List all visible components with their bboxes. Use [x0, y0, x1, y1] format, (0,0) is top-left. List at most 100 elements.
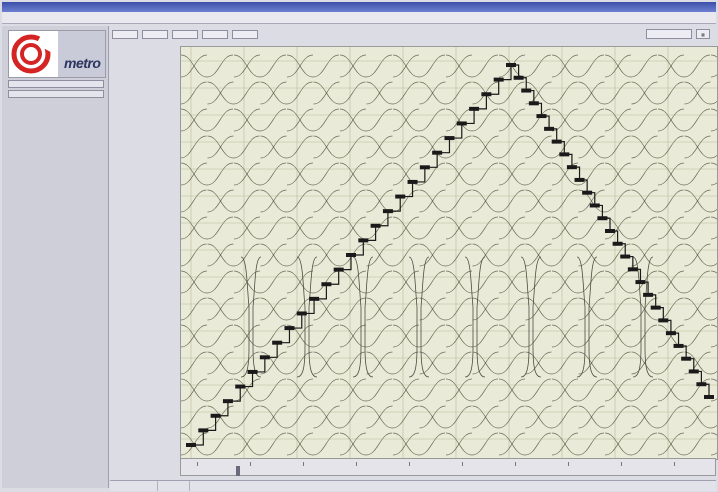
step-marker: [309, 296, 320, 301]
step-marker: [521, 88, 532, 93]
time-tick: [197, 462, 198, 466]
step-marker: [346, 253, 356, 257]
time-tick: [409, 462, 410, 466]
brand-name: metro: [64, 55, 101, 71]
step-marker: [620, 254, 631, 259]
waveform-trace: [154, 189, 718, 213]
pulse-trace: [520, 256, 530, 378]
pulse-trace: [576, 256, 586, 378]
time-tick: [515, 462, 516, 466]
pulse-trace: [252, 256, 262, 378]
pulse-trace: [352, 256, 362, 378]
waveform-trace: [154, 81, 718, 105]
step-marker: [643, 292, 654, 297]
step-marker: [582, 190, 593, 195]
tab-2[interactable]: [142, 30, 168, 39]
step-marker: [333, 267, 344, 272]
step-marker: [358, 238, 369, 243]
time-tick: [250, 462, 251, 466]
pulse-trace: [532, 256, 542, 378]
step-marker: [395, 194, 406, 199]
step-marker: [444, 136, 455, 141]
step-marker: [456, 121, 467, 126]
step-marker: [650, 305, 661, 310]
step-marker: [513, 75, 524, 80]
timeline-scroll-handle[interactable]: [236, 466, 240, 476]
status-cell-1: [110, 481, 158, 491]
step-marker: [704, 395, 714, 399]
time-tick: [568, 462, 569, 466]
time-axis: [180, 458, 716, 476]
step-marker: [222, 399, 233, 404]
step-marker: [612, 241, 623, 246]
step-marker: [272, 340, 283, 345]
grid-icon: ▦: [701, 32, 705, 37]
step-marker: [506, 63, 516, 67]
time-tick: [462, 462, 463, 466]
step-marker: [536, 114, 547, 119]
step-marker: [235, 384, 246, 389]
tab-3[interactable]: [172, 30, 198, 39]
sidebar-button-secondary[interactable]: [8, 90, 104, 98]
pulse-trace: [408, 256, 418, 378]
pulse-trace: [296, 256, 306, 378]
time-tick: [621, 462, 622, 466]
title-bar: [2, 2, 716, 12]
step-marker: [493, 77, 504, 82]
step-marker: [574, 177, 585, 182]
toolbar-icon-button[interactable]: ▦: [696, 29, 710, 39]
waveform-trace: [127, 216, 718, 240]
pulse-trace: [420, 256, 430, 378]
step-marker: [382, 209, 393, 214]
pulse-trace: [464, 256, 474, 378]
sidebar: metro: [2, 26, 109, 488]
waveform-trace: [127, 432, 718, 456]
step-marker: [589, 203, 600, 208]
tab-1[interactable]: [112, 30, 138, 39]
step-marker: [469, 106, 480, 111]
step-marker: [658, 318, 669, 323]
timing-plot-area[interactable]: [127, 46, 718, 460]
signal-label-column: [110, 50, 182, 456]
pulse-trace: [632, 256, 642, 378]
step-marker: [370, 223, 381, 228]
step-marker: [559, 152, 570, 157]
waveform-trace: [127, 108, 718, 132]
waveform-trace: [127, 378, 718, 402]
step-marker: [605, 229, 615, 233]
pulse-trace: [476, 256, 486, 378]
tab-4[interactable]: [202, 30, 228, 39]
step-marker: [259, 355, 270, 360]
tab-5[interactable]: [232, 30, 258, 39]
waveform-trace: [127, 324, 718, 348]
timing-diagram: [127, 47, 718, 459]
step-marker: [198, 428, 209, 433]
menu-bar[interactable]: [2, 12, 716, 24]
step-marker: [481, 92, 492, 97]
step-marker: [688, 369, 699, 374]
sidebar-button-primary[interactable]: [8, 80, 104, 88]
step-marker: [296, 311, 307, 316]
step-marker: [419, 165, 430, 170]
pulse-trace: [644, 256, 654, 378]
waveform-trace: [154, 351, 718, 375]
step-marker: [551, 139, 562, 144]
step-marker: [247, 369, 258, 374]
pulse-trace: [308, 256, 318, 378]
toolbar-right-button[interactable]: [646, 29, 692, 39]
step-marker: [432, 150, 443, 155]
brand-wordmark: metro: [57, 31, 105, 77]
pulse-trace: [364, 256, 374, 378]
step-marker: [681, 356, 692, 361]
brand-logo: metro: [8, 30, 106, 78]
status-cell-2: [156, 481, 190, 491]
waveform-trace: [127, 162, 718, 186]
waveform-trace: [127, 54, 718, 78]
step-marker: [673, 343, 684, 348]
time-tick: [356, 462, 357, 466]
step-marker: [544, 126, 555, 131]
step-marker: [528, 101, 539, 106]
waveform-trace: [154, 405, 718, 429]
step-marker: [407, 179, 418, 184]
